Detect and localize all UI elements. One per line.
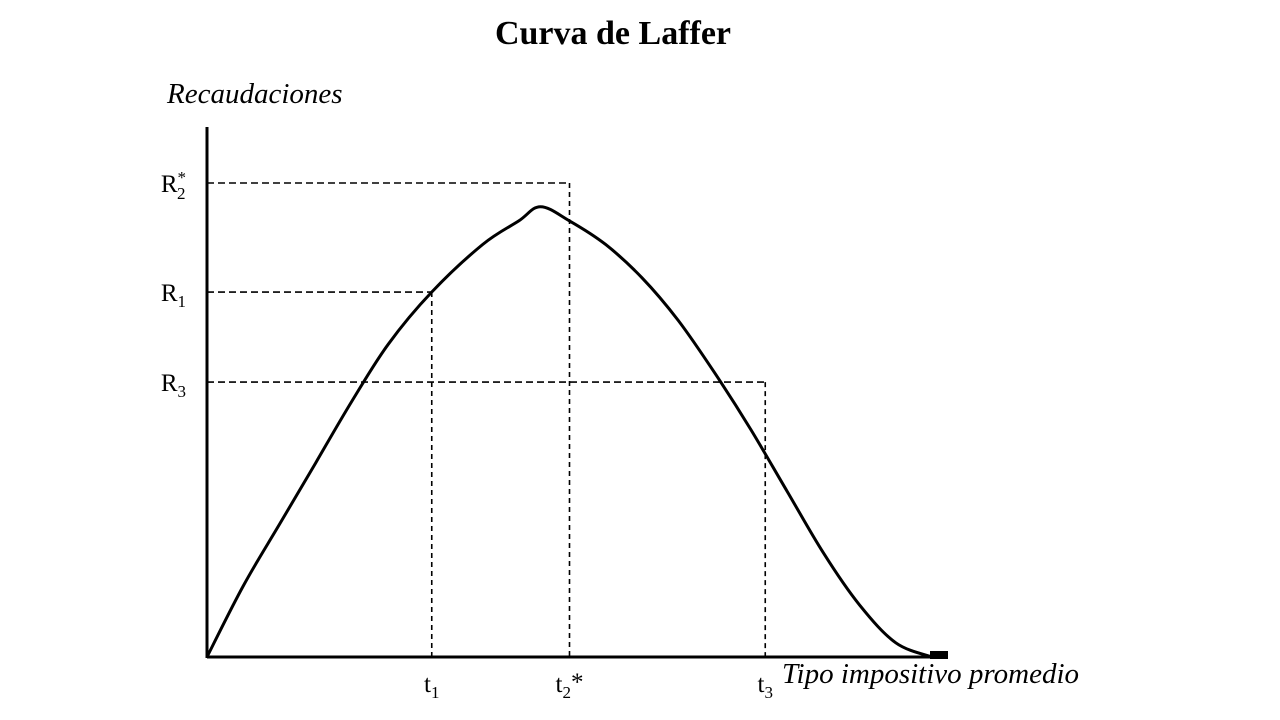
point-2-y-tick-label: R* 2 (161, 168, 186, 203)
y-axis-label: Recaudaciones (166, 78, 343, 110)
guide-lines (207, 182, 767, 657)
point-1-x-tick-label: t1 (424, 671, 439, 702)
x-axis-end-cap (930, 651, 948, 659)
chart-title: Curva de Laffer (495, 15, 731, 52)
point-1-y-tick-label: R1 (161, 280, 186, 311)
x-axis-label: Tipo impositivo promedio (782, 658, 1079, 690)
point-2-x-tick-label: t2* (556, 669, 584, 702)
point-3-y-tick-label: R3 (161, 370, 186, 401)
laffer-curve (205, 205, 933, 659)
point-3-x-tick-label: t3 (758, 671, 773, 702)
tick-labels: t1 R1 t2* R* 2 t3 R3 (161, 168, 773, 702)
